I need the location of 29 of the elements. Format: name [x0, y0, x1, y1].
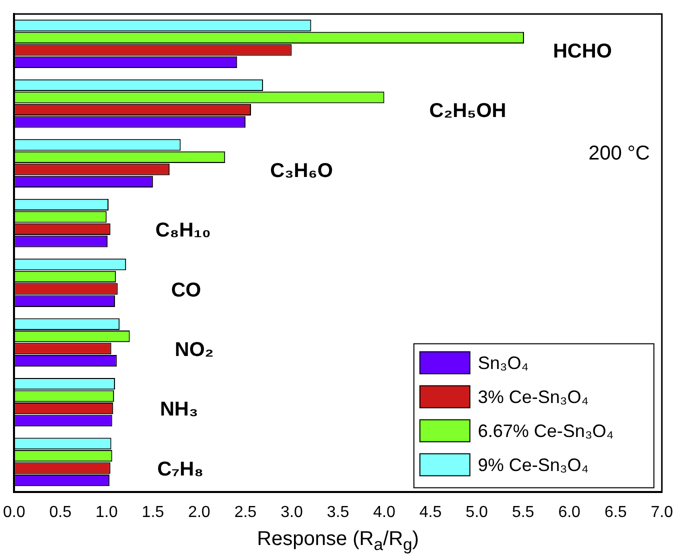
y-tick-label: C₇H₈ — [157, 458, 204, 480]
x-tick-label: 2.0 — [188, 504, 210, 521]
x-tick-label: 5.0 — [466, 504, 488, 521]
y-tick-label: C₂H₅OH — [429, 100, 506, 122]
x-axis-title: Response (R$_{a}$/R$_{g}$) — [256, 528, 420, 555]
y-tick-label: C₈H₁₀ — [155, 220, 211, 242]
legend-label: 9% Ce-Sn₃O₄ — [478, 454, 589, 475]
y-tick-label: C₃H₆O — [270, 160, 333, 182]
x-tick-label: 1.0 — [96, 504, 118, 521]
x-tick-label: 3.5 — [326, 504, 350, 521]
x-tick-label: 4.5 — [419, 504, 442, 521]
x-tick-label: 1.5 — [142, 504, 164, 521]
x-tick-label: 6.0 — [558, 504, 581, 521]
y-tick-label: CO — [171, 279, 202, 302]
x-tick-label: 0.5 — [49, 504, 72, 521]
x-tick-label: 3.0 — [280, 504, 303, 521]
y-tick-label: NO₂ — [174, 339, 214, 362]
x-tick-label: 4.0 — [373, 504, 396, 521]
legend-label: 6.67% Ce-Sn₃O₄ — [478, 420, 614, 441]
x-tick-label: 6.5 — [604, 504, 627, 521]
legend-label: 3% Ce-Sn₃O₄ — [478, 386, 589, 407]
legend-label: Sn₃O₄ — [478, 352, 529, 373]
x-tick-label: 0.0 — [2, 504, 26, 521]
x-tick-label: 2.5 — [234, 504, 257, 521]
x-tick-label: 7.0 — [650, 504, 674, 521]
x-tick-label: 5.5 — [512, 504, 534, 521]
y-tick-label: HCHO — [552, 40, 612, 62]
annotation: 200 °C — [588, 142, 650, 165]
y-tick-label: NH₃ — [160, 398, 198, 421]
